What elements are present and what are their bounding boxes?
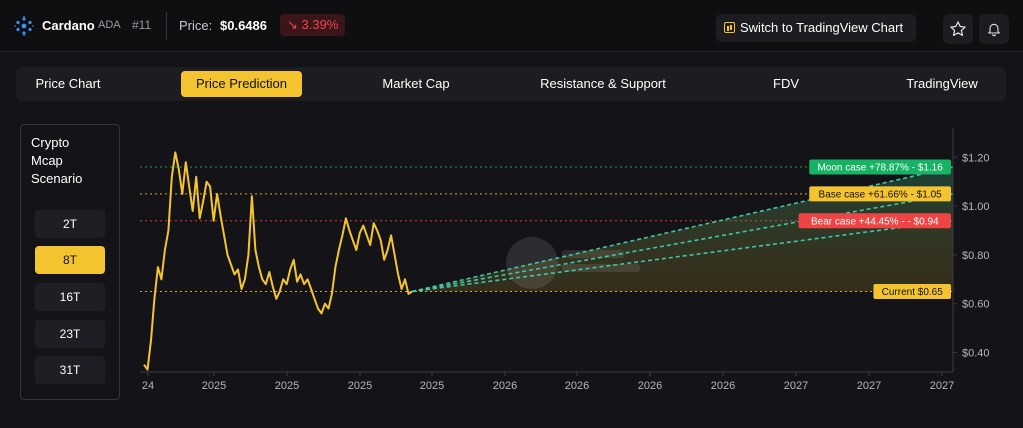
price-prediction-chart: $1.20 $1.00 $0.80 $0.60 $0.40 24 2025 2025 2025…	[140, 128, 990, 392]
cardano-logo-icon	[14, 16, 34, 36]
reference-label-text: Base case +61.66% - $1.05	[819, 189, 943, 200]
watchlist-star-button[interactable]	[943, 14, 973, 44]
top-header: Cardano ADA #11 Price: $0.6486 ↘ 3.39% S…	[0, 0, 1023, 52]
tab-tradingview[interactable]: TradingView	[906, 76, 978, 91]
coin-rank: #11	[132, 18, 152, 32]
scenario-8t-button[interactable]: 8T	[35, 246, 105, 274]
coin-symbol: ADA	[98, 19, 121, 31]
reference-label: Bear case +44.45% - - $0.94	[798, 213, 951, 229]
chart-tabs: Price Chart Price Prediction Market Cap …	[16, 67, 1006, 101]
x-tick-label: 2025	[420, 380, 444, 392]
reference-label-text: Current $0.65	[882, 287, 944, 298]
projection-line	[411, 193, 954, 293]
switch-tradingview-button[interactable]: Switch to TradingView Chart	[716, 14, 916, 42]
x-tick-label: 2026	[493, 380, 517, 392]
switch-tradingview-label: Switch to TradingView Chart	[740, 20, 904, 35]
price-value: $0.6486	[220, 18, 267, 33]
x-tick-label: 2027	[857, 380, 881, 392]
reference-label: Current $0.65	[873, 283, 951, 299]
tab-price-prediction[interactable]: Price Prediction	[181, 71, 302, 97]
x-tick-label: 2025	[202, 380, 226, 392]
y-tick-label: $0.60	[962, 299, 990, 311]
y-tick-label: $1.00	[962, 201, 990, 213]
reference-label-text: Bear case +44.45% - - $0.94	[811, 216, 939, 227]
reference-label-bg	[798, 213, 951, 229]
price-alert-button[interactable]	[979, 14, 1009, 44]
y-tick-label: $0.40	[962, 347, 990, 359]
x-tick-label: 2026	[711, 380, 735, 392]
tab-price-chart[interactable]: Price Chart	[35, 76, 101, 91]
x-tick-label: 2025	[275, 380, 299, 392]
scenario-title-line: Crypto	[31, 135, 70, 150]
scenario-title-line: Scenario	[31, 171, 83, 186]
y-tick-label: $0.80	[962, 250, 990, 262]
reference-label-bg	[809, 159, 951, 175]
x-tick-label: 24	[142, 380, 154, 392]
header-divider	[166, 12, 167, 40]
reference-label-bg	[809, 186, 951, 202]
x-tick-label: 2026	[638, 380, 662, 392]
scenario-title-line: Mcap	[31, 153, 63, 168]
price-change-badge: ↘ 3.39%	[280, 14, 346, 36]
reference-label-bg	[873, 283, 951, 299]
scenario-16t-button[interactable]: 16T	[35, 283, 105, 311]
tab-fdv[interactable]: FDV	[773, 76, 799, 91]
x-tick-label: 2027	[784, 380, 808, 392]
mcap-scenario-panel: Crypto Mcap Scenario 2T 8T 16T 23T 31T	[20, 124, 120, 400]
reference-label-text: Moon case +78.87% - $1.16	[817, 163, 943, 174]
tab-resistance-support[interactable]: Resistance & Support	[540, 76, 666, 91]
scenario-title: Crypto Mcap Scenario	[31, 134, 111, 188]
reference-label: Moon case +78.87% - $1.16	[809, 159, 951, 175]
tab-market-cap[interactable]: Market Cap	[382, 76, 450, 91]
scenario-31t-button[interactable]: 31T	[35, 356, 105, 384]
price-label: Price:	[179, 18, 213, 33]
y-tick-label: $1.20	[962, 152, 990, 164]
coin-name: Cardano	[42, 18, 95, 33]
x-tick-label: 2027	[930, 380, 954, 392]
x-tick-label: 2025	[348, 380, 372, 392]
price-history-line	[143, 151, 413, 371]
bell-icon	[988, 23, 1000, 37]
star-icon	[950, 21, 966, 36]
reference-label: Base case +61.66% - $1.05	[809, 186, 951, 202]
scenario-2t-button[interactable]: 2T	[35, 210, 105, 238]
chart-icon	[724, 22, 735, 33]
scenario-23t-button[interactable]: 23T	[35, 320, 105, 348]
x-tick-label: 2026	[565, 380, 589, 392]
